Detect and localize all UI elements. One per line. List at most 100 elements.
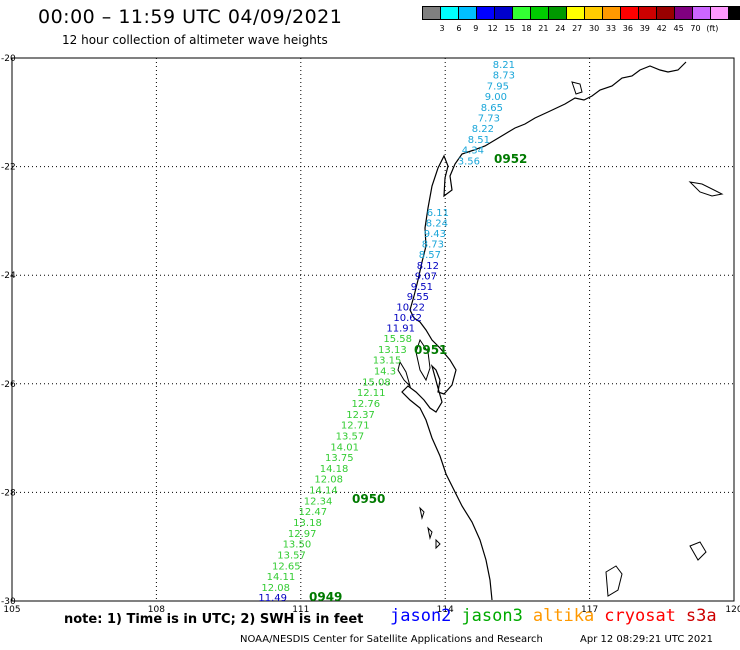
wave-height-value: 10.62 — [393, 313, 422, 324]
wave-height-value: 8.65 — [481, 103, 503, 114]
wave-height-value: 9.07 — [415, 271, 437, 282]
wave-height-value: 11.49 — [258, 593, 287, 604]
map-subtitle: 12 hour collection of altimeter wave hei… — [62, 33, 328, 47]
legend-label: 36 — [622, 24, 633, 33]
wave-height-value: 10.22 — [396, 303, 425, 314]
lat-label: -22 — [1, 163, 16, 173]
island-small-1 — [419, 506, 425, 520]
wave-height-value: 8.73 — [493, 71, 515, 82]
lat-label: -24 — [1, 271, 16, 281]
lon-label: 105 — [3, 605, 20, 615]
lon-label: 108 — [148, 605, 165, 615]
legend-label: 33 — [605, 24, 617, 33]
legend-label: 6 — [456, 24, 462, 33]
legend-label: 3 — [439, 24, 445, 33]
satellite-cryosat: cryosat — [604, 606, 676, 626]
satellite-s3a: s3a — [685, 606, 717, 626]
wave-height-value: 12.76 — [352, 399, 381, 410]
pass-id-label: 0951 — [414, 343, 447, 357]
legend-label: 12 — [487, 24, 498, 33]
island-small-2 — [427, 526, 433, 540]
wave-height-value: 15.08 — [362, 377, 391, 388]
lon-label: 117 — [581, 605, 598, 615]
lat-label: -28 — [1, 488, 16, 498]
legend-label: 45 — [673, 24, 684, 33]
wave-height-value: 14.01 — [330, 442, 359, 453]
legend-label: 18 — [521, 24, 532, 33]
wave-height-value: 7.95 — [487, 81, 509, 92]
satellite-jason2: jason2 — [390, 606, 452, 626]
coastline — [401, 61, 687, 601]
legend-label: 9 — [473, 24, 479, 33]
wave-height-value: 13.50 — [283, 540, 312, 551]
footnote: note: 1) Time is in UTC; 2) SWH is in fe… — [64, 612, 364, 627]
wave-height-value: 9.43 — [424, 229, 446, 240]
wave-height-value: 13.18 — [293, 518, 322, 529]
legend-label: 39 — [639, 24, 650, 33]
wave-height-value: 4.34 — [462, 146, 484, 157]
pass-id-label: 0950 — [352, 492, 385, 506]
color-legend: 3 6 9 12 15 18 21 24 27 30 33 36 39 42 45 70 (ft) — [422, 6, 740, 33]
wave-height-value: 13.15 — [373, 356, 402, 367]
legend-label: 15 — [504, 24, 515, 33]
wave-height-value: 8.24 — [426, 219, 448, 230]
pass-labels: 0952 0951 0950 0949 — [309, 152, 527, 604]
legend-label: 70 — [690, 24, 701, 33]
island-east — [688, 181, 724, 197]
altimeter-tracks: 8.218.737.959.008.657.738.228.514.343.56… — [258, 60, 515, 604]
legend-label: 21 — [538, 24, 549, 33]
inner-coast — [415, 338, 431, 382]
wave-height-value: 12.37 — [346, 410, 375, 421]
lon-label: 114 — [437, 605, 454, 615]
satellite-altika: altika — [532, 606, 595, 626]
lat-label: -20 — [1, 54, 16, 64]
wave-height-value: 12.47 — [298, 507, 327, 518]
update-timestamp: Apr 12 08:29:21 UTC 2021 — [580, 634, 713, 645]
legend-label: 42 — [656, 24, 667, 33]
plot-frame — [11, 57, 735, 602]
wave-height-value: 11.91 — [386, 323, 415, 334]
wave-height-value: 14.14 — [309, 486, 338, 497]
legend-label: 27 — [572, 24, 583, 33]
pass-id-label: 0949 — [309, 590, 342, 604]
wave-height-value: 3.56 — [458, 156, 480, 167]
credit-line: NOAA/NESDIS Center for Satellite Applica… — [240, 634, 543, 645]
legend-swatch — [728, 6, 740, 20]
wave-height-value: 9.51 — [411, 282, 433, 293]
wave-height-value: 8.21 — [493, 60, 515, 71]
wave-height-value: 13.75 — [325, 453, 354, 464]
axis-labels: 105 108 111 114 117 120 -20 -22 -24 -26 -28 -30 — [1, 54, 740, 615]
inner-coast-2 — [397, 360, 412, 388]
wave-height-value: 12.71 — [341, 421, 370, 432]
wave-height-value: 12.08 — [261, 583, 290, 594]
wave-height-value: 8.51 — [468, 135, 490, 146]
legend-label: 30 — [589, 24, 600, 33]
satellite-jason3: jason3 — [461, 606, 523, 626]
legend-label: 24 — [555, 24, 566, 33]
island-small-3 — [435, 538, 441, 550]
pass-id-label: 0952 — [494, 152, 527, 166]
wave-height-value: 8.12 — [417, 261, 439, 272]
wave-height-value: 13.57 — [336, 431, 365, 442]
wave-height-value: 8.22 — [472, 124, 494, 135]
lat-lon-grid — [12, 58, 734, 601]
wave-height-value: 8.73 — [422, 240, 444, 251]
lat-label: -26 — [1, 380, 16, 390]
wave-height-value: 13.57 — [277, 551, 306, 562]
lon-label: 120 — [725, 605, 740, 615]
wave-height-value: 12.65 — [272, 561, 301, 572]
island-se-2 — [689, 541, 707, 561]
wave-height-value: 12.11 — [357, 388, 386, 399]
lat-label: -30 — [1, 597, 16, 607]
wave-height-value: 7.73 — [478, 114, 500, 125]
wave-height-value: 12.34 — [304, 496, 333, 507]
wave-height-value: 15.58 — [383, 334, 412, 345]
wave-height-value: 9.55 — [407, 292, 429, 303]
wave-height-value: 6.11 — [427, 208, 449, 219]
legend-label: (ft) — [706, 24, 719, 33]
satellite-legend: jason2 jason3 altika cryosat s3a — [390, 606, 727, 626]
island-north — [571, 81, 583, 95]
map-title: 00:00 – 11:59 UTC 04/09/2021 — [38, 6, 343, 28]
wave-height-value: 13.13 — [378, 345, 407, 356]
